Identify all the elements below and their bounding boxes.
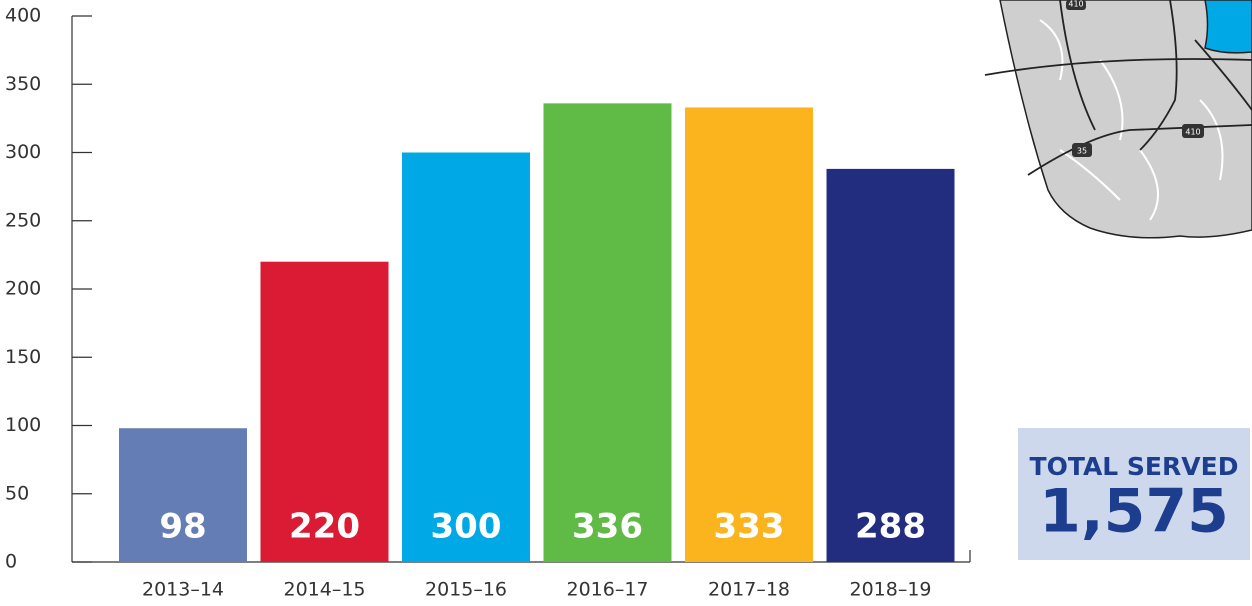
bar xyxy=(826,168,955,562)
bar xyxy=(543,103,672,563)
bar xyxy=(119,428,247,562)
x-tick-label: 2014–15 xyxy=(283,579,365,601)
bar xyxy=(685,107,813,562)
map-label: 35 xyxy=(1077,147,1087,156)
value-label: 336 xyxy=(572,507,643,547)
x-tick-label: 2017–18 xyxy=(708,579,790,601)
x-tick-label: 2018–19 xyxy=(849,579,931,601)
map-label: 410 xyxy=(1068,0,1083,9)
map-shield: 410 xyxy=(1066,0,1086,10)
y-tick-label: 150 xyxy=(5,346,41,368)
total-value: 1,575 xyxy=(1039,477,1229,547)
map-shield: 410 xyxy=(1182,124,1204,138)
value-label: 220 xyxy=(289,507,360,547)
bar xyxy=(402,152,530,562)
y-tick-label: 300 xyxy=(5,141,41,163)
value-label: 98 xyxy=(159,507,206,547)
x-tick-label: 2015–16 xyxy=(425,579,507,601)
y-tick-label: 100 xyxy=(5,414,41,436)
map-shield: 35 xyxy=(1072,143,1092,157)
map: 410 410 35 xyxy=(984,0,1252,239)
y-tick-label: 0 xyxy=(5,551,17,573)
bar xyxy=(260,261,389,562)
y-tick-label: 350 xyxy=(5,73,41,95)
x-tick-label: 2016–17 xyxy=(566,579,648,601)
value-label: 300 xyxy=(431,507,502,547)
total-box xyxy=(1018,428,1250,560)
x-tick-label: 2013–14 xyxy=(142,579,224,601)
value-label: 333 xyxy=(714,507,785,547)
y-tick-label: 400 xyxy=(5,5,41,27)
value-label: 288 xyxy=(855,507,926,547)
y-tick-label: 50 xyxy=(5,482,29,504)
y-tick-label: 250 xyxy=(5,209,41,231)
y-tick-label: 200 xyxy=(5,278,41,300)
map-label: 410 xyxy=(1185,128,1200,137)
total-title: TOTAL SERVED xyxy=(1030,452,1239,481)
